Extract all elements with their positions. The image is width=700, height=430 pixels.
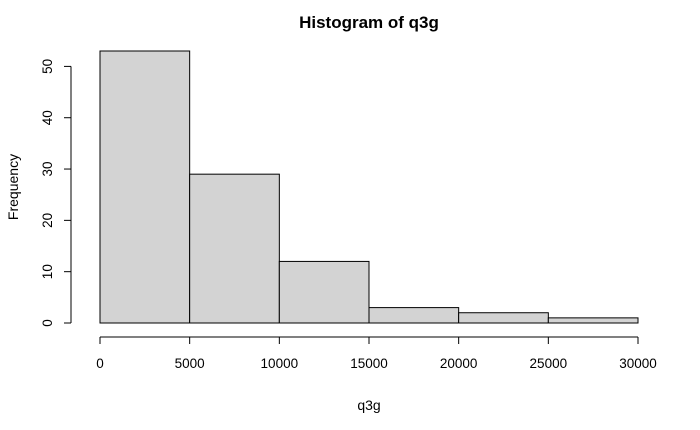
x-axis: 0 5000 10000 15000 20000 25000 30000 [96, 336, 657, 371]
x-tick-label-2: 10000 [261, 356, 299, 371]
x-tick-label-0: 0 [96, 356, 104, 371]
x-tick-label-1: 5000 [175, 356, 205, 371]
y-axis-label: Frequency [5, 154, 21, 220]
chart-title: Histogram of q3g [299, 13, 439, 32]
x-tick-label-6: 30000 [619, 356, 657, 371]
histogram-bar-2 [278, 260, 370, 324]
y-tick-label-2: 20 [40, 213, 55, 228]
y-tick-label-5: 50 [40, 59, 55, 74]
y-tick-label-4: 40 [40, 110, 55, 125]
y-axis: 0 10 20 30 40 50 [40, 59, 72, 327]
x-tick-label-5: 25000 [530, 356, 568, 371]
y-tick-label-0: 0 [40, 319, 55, 327]
x-tick-label-3: 15000 [350, 356, 388, 371]
bars-group [99, 50, 639, 324]
x-tick-label-4: 20000 [440, 356, 478, 371]
histogram-bar-4 [458, 312, 549, 324]
histogram-bar-3 [368, 307, 460, 324]
histogram-bar-0 [99, 50, 191, 324]
histogram-bar-1 [189, 173, 280, 324]
x-axis-label: q3g [357, 397, 380, 413]
y-tick-label-3: 30 [40, 162, 55, 177]
histogram-bar-5 [547, 317, 639, 324]
y-tick-label-1: 10 [40, 264, 55, 279]
